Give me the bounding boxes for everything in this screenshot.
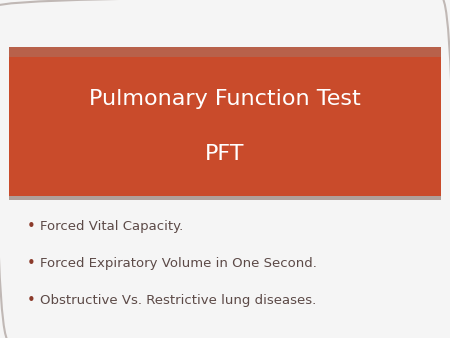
Bar	[9, 47, 441, 57]
Text: PFT: PFT	[205, 144, 245, 164]
Text: Forced Expiratory Volume in One Second.: Forced Expiratory Volume in One Second.	[40, 257, 317, 270]
Bar	[9, 196, 441, 200]
Text: •: •	[27, 256, 36, 271]
Text: Pulmonary Function Test: Pulmonary Function Test	[89, 89, 361, 110]
Text: Forced Vital Capacity.: Forced Vital Capacity.	[40, 220, 184, 233]
Text: Obstructive Vs. Restrictive lung diseases.: Obstructive Vs. Restrictive lung disease…	[40, 294, 317, 307]
Text: •: •	[27, 293, 36, 308]
Bar	[9, 47, 441, 196]
Text: •: •	[27, 219, 36, 234]
